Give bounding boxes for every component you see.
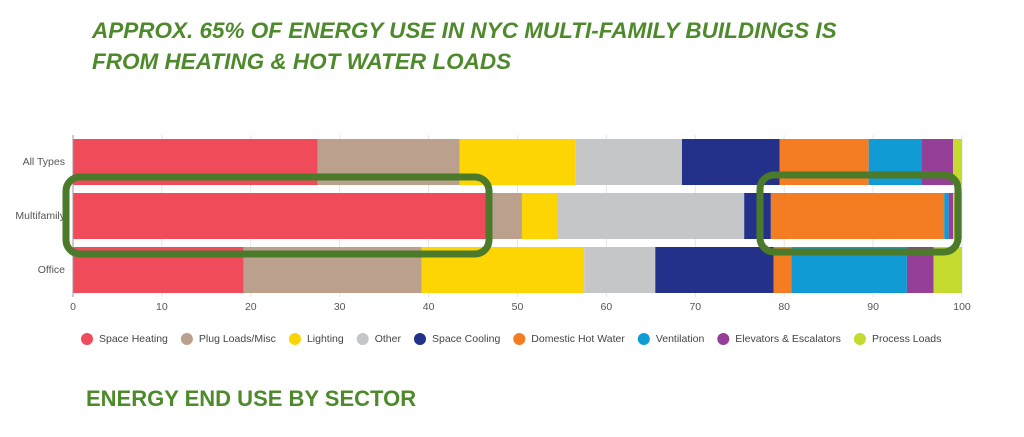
legend-label: Other xyxy=(375,333,402,345)
legend-marker xyxy=(81,333,93,345)
bar-segment xyxy=(953,139,962,185)
x-tick-label: 70 xyxy=(689,301,701,313)
legend-label: Plug Loads/Misc xyxy=(199,333,276,345)
plot: 0 10 20 30 40 50 60 70 80 90 100 All Types Multifami… xyxy=(15,135,971,345)
highlight-box xyxy=(756,171,962,256)
legend-label: Space Heating xyxy=(99,333,168,345)
chart-title: APPROX. 65% OF ENERGY USE IN NYC MULTI-F… xyxy=(91,18,837,43)
y-tick-label: Office xyxy=(38,264,65,276)
x-tick-label: 20 xyxy=(245,301,257,313)
x-tick-label: 100 xyxy=(953,301,971,313)
legend-marker xyxy=(717,333,730,345)
highlight-box xyxy=(62,173,493,258)
bar-segment xyxy=(557,193,745,239)
legend-marker xyxy=(356,333,369,345)
y-tick-label: All Types xyxy=(23,156,65,168)
legend-label: Ventilation xyxy=(656,333,705,345)
legend-label: Domestic Hot Water xyxy=(531,333,625,345)
x-tick-label: 60 xyxy=(601,301,613,313)
bar-segment xyxy=(773,247,792,293)
x-tick-label: 0 xyxy=(70,301,76,313)
legend-label: Lighting xyxy=(307,333,344,345)
bar-segment xyxy=(575,139,682,185)
bar-segment xyxy=(73,193,491,239)
x-tick-label: 50 xyxy=(512,301,524,313)
bar-segment xyxy=(948,193,954,239)
chart-title: FROM HEATING & HOT WATER LOADS xyxy=(92,49,511,74)
bar-segment xyxy=(521,193,558,239)
caption: ENERGY END USE BY SECTOR xyxy=(86,386,416,411)
x-tick-label: 10 xyxy=(156,301,168,313)
legend-marker xyxy=(288,333,301,345)
bar-segment xyxy=(770,193,945,239)
y-tick-label: Multifamily xyxy=(15,210,65,222)
legend-label: Space Cooling xyxy=(432,333,500,345)
legend-marker xyxy=(637,333,650,345)
x-tick-label: 90 xyxy=(867,301,879,313)
bar-segment xyxy=(584,247,656,293)
bar-segment xyxy=(655,247,774,293)
x-tick-label: 80 xyxy=(778,301,790,313)
legend-label: Elevators & Escalators xyxy=(735,333,841,345)
legend-marker xyxy=(413,333,426,345)
x-tick-label: 40 xyxy=(423,301,435,313)
legend-label: Process Loads xyxy=(872,333,941,345)
legend-marker xyxy=(513,333,526,345)
x-tick-label: 30 xyxy=(334,301,346,313)
legend-marker xyxy=(853,333,866,345)
legend-marker xyxy=(180,333,193,345)
bar-segment xyxy=(944,193,949,239)
bar-segment xyxy=(490,193,522,239)
